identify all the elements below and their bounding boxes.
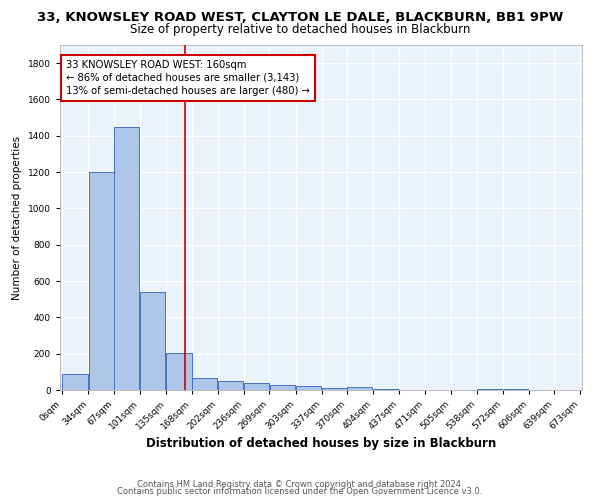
Text: 33 KNOWSLEY ROAD WEST: 160sqm
← 86% of detached houses are smaller (3,143)
13% o: 33 KNOWSLEY ROAD WEST: 160sqm ← 86% of d… [66, 60, 310, 96]
Bar [140, 292, 166, 390]
Bar [244, 382, 269, 390]
Bar [192, 378, 217, 390]
Bar [347, 388, 373, 390]
Bar [269, 385, 295, 390]
Bar [89, 172, 114, 390]
Bar [62, 374, 88, 390]
Text: Contains HM Land Registry data © Crown copyright and database right 2024.: Contains HM Land Registry data © Crown c… [137, 480, 463, 489]
Bar [373, 389, 398, 390]
X-axis label: Distribution of detached houses by size in Blackburn: Distribution of detached houses by size … [146, 436, 496, 450]
Y-axis label: Number of detached properties: Number of detached properties [13, 136, 22, 300]
Bar [322, 388, 347, 390]
Bar [296, 386, 321, 390]
Text: 33, KNOWSLEY ROAD WEST, CLAYTON LE DALE, BLACKBURN, BB1 9PW: 33, KNOWSLEY ROAD WEST, CLAYTON LE DALE,… [37, 11, 563, 24]
Bar [503, 389, 528, 390]
Bar [114, 126, 139, 390]
Bar [166, 353, 191, 390]
Bar [476, 389, 502, 390]
Text: Contains public sector information licensed under the Open Government Licence v3: Contains public sector information licen… [118, 487, 482, 496]
Bar [218, 381, 243, 390]
Text: Size of property relative to detached houses in Blackburn: Size of property relative to detached ho… [130, 22, 470, 36]
